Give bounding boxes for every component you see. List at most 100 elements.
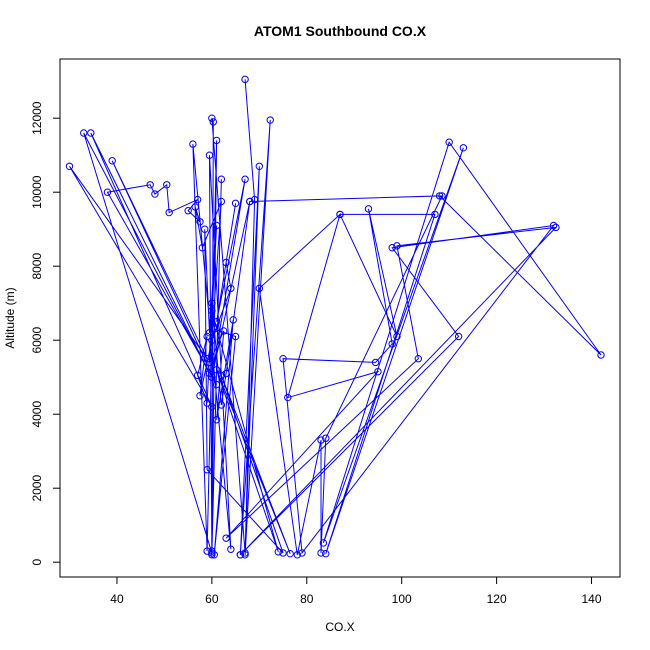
data-point xyxy=(205,358,214,367)
data-point xyxy=(371,358,380,367)
data-point xyxy=(205,329,214,337)
data-point xyxy=(266,116,274,124)
y-tick-label: 12000 xyxy=(30,101,44,135)
data-point xyxy=(293,551,301,559)
data-point xyxy=(165,208,173,217)
data-point xyxy=(208,549,216,557)
x-tick-label: 120 xyxy=(487,592,507,606)
data-point xyxy=(212,221,221,230)
data-point xyxy=(208,336,216,344)
data-point xyxy=(317,436,325,444)
data-point xyxy=(212,416,221,424)
data-point xyxy=(193,371,202,380)
y-tick-label: 2000 xyxy=(30,475,44,502)
data-point xyxy=(317,549,325,557)
data-point xyxy=(210,325,218,333)
data-point xyxy=(322,549,330,558)
x-tick-label: 100 xyxy=(392,592,412,606)
data-point xyxy=(229,316,237,324)
y-axis-label: Altitude (m) xyxy=(3,287,17,348)
data-point xyxy=(208,299,216,307)
data-point xyxy=(203,466,211,474)
data-point xyxy=(196,392,204,400)
y-tick-label: 0 xyxy=(30,559,44,566)
data-point xyxy=(203,399,211,407)
data-point xyxy=(241,175,249,183)
data-point xyxy=(196,218,204,226)
data-point xyxy=(87,129,95,137)
data-point xyxy=(246,197,254,206)
data-point xyxy=(388,244,396,252)
data-point xyxy=(431,210,439,219)
data-point xyxy=(388,340,396,348)
data-point xyxy=(231,199,240,208)
data-point xyxy=(438,192,446,200)
data-point xyxy=(212,366,221,374)
data-point xyxy=(205,369,214,378)
x-tick-label: 60 xyxy=(205,592,219,606)
x-tick-label: 40 xyxy=(110,592,124,606)
data-point xyxy=(203,355,211,363)
data-point xyxy=(552,223,560,232)
series-group xyxy=(65,75,605,559)
data-point xyxy=(208,403,216,411)
data-point xyxy=(274,548,283,556)
data-point xyxy=(231,332,240,341)
data-point xyxy=(217,197,226,206)
series-line xyxy=(69,79,602,556)
data-point xyxy=(191,203,199,211)
x-tick-label: 140 xyxy=(582,592,602,606)
y-tick-label: 10000 xyxy=(30,175,44,209)
data-point xyxy=(364,205,373,213)
data-point xyxy=(454,332,463,341)
data-point xyxy=(241,75,249,84)
data-point xyxy=(414,355,423,363)
data-point xyxy=(217,371,226,380)
data-point xyxy=(208,306,216,315)
data-point xyxy=(163,181,171,189)
data-point xyxy=(203,332,211,341)
data-point xyxy=(108,157,116,165)
data-point xyxy=(212,136,221,145)
data-point xyxy=(298,549,306,557)
y-tick-label: 4000 xyxy=(30,401,44,428)
data-point xyxy=(445,138,453,146)
data-point xyxy=(217,175,226,183)
x-axis-label: CO.X xyxy=(325,620,354,634)
data-point xyxy=(286,549,294,558)
data-point xyxy=(222,534,230,542)
data-point xyxy=(189,140,197,148)
data-point xyxy=(80,129,88,137)
data-point xyxy=(549,221,558,230)
x-axis: 40 60 80 100 120 140 xyxy=(110,576,602,606)
data-point xyxy=(217,401,226,409)
data-point xyxy=(201,225,209,233)
data-point xyxy=(393,242,401,250)
data-point xyxy=(279,549,287,557)
data-point xyxy=(146,181,154,189)
data-point xyxy=(151,190,159,198)
data-point xyxy=(198,244,207,252)
data-point xyxy=(220,327,228,335)
data-point xyxy=(222,258,230,267)
data-point xyxy=(208,373,216,381)
data-point xyxy=(597,351,605,359)
data-point xyxy=(459,144,468,152)
data-point xyxy=(322,434,330,442)
data-point xyxy=(236,551,245,559)
data-point xyxy=(210,551,218,559)
data-point xyxy=(208,114,216,122)
data-point xyxy=(203,547,211,555)
data-point xyxy=(65,162,74,171)
data-point xyxy=(241,549,249,557)
y-tick-label: 8000 xyxy=(30,253,44,280)
data-point xyxy=(227,545,235,553)
data-point xyxy=(319,539,328,547)
data-point xyxy=(255,162,264,171)
data-point xyxy=(212,318,221,326)
data-point xyxy=(205,151,214,159)
data-point xyxy=(393,332,401,341)
data-point xyxy=(374,367,382,376)
